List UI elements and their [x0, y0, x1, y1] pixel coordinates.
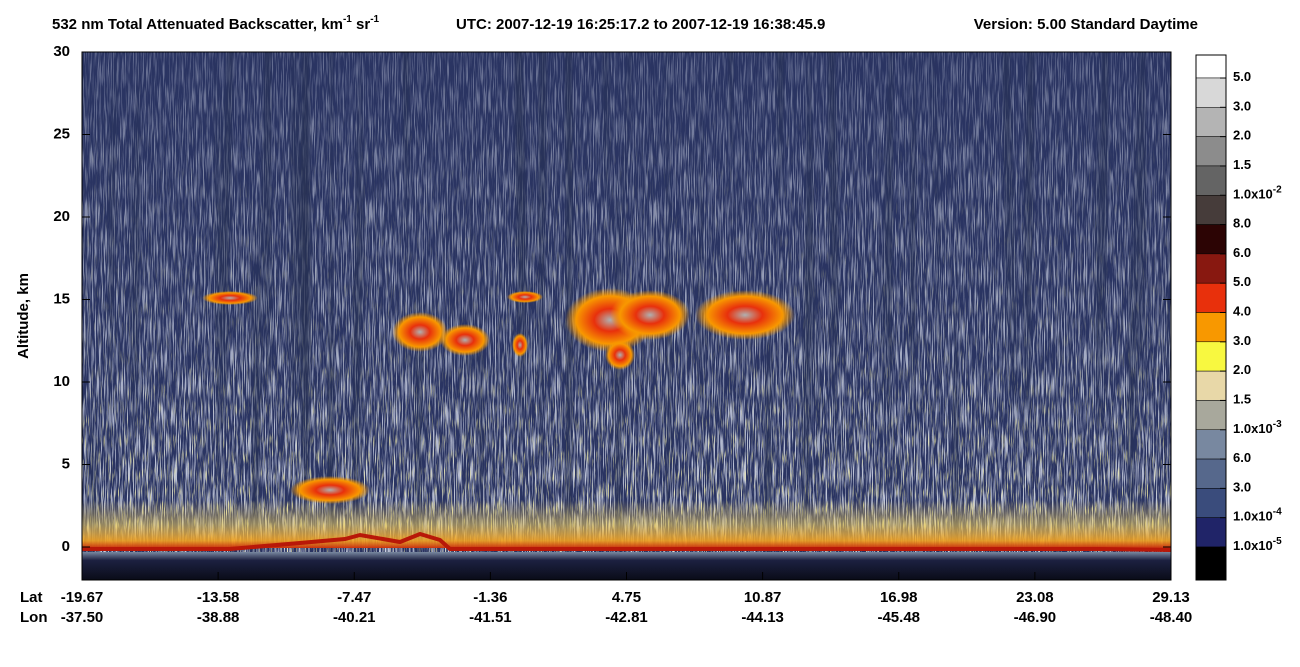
colorbar-label-base: 4.0: [1233, 304, 1251, 319]
title-superscript: -1: [370, 14, 379, 25]
colorbar-label: 1.5: [1233, 392, 1251, 407]
colorbar-box: [1195, 224, 1227, 255]
lat-tick-label: -7.47: [337, 589, 371, 606]
colorbar-label-base: 6.0: [1233, 451, 1251, 466]
colorbar-label: 4.0: [1233, 304, 1251, 319]
lat-tick-label: 10.87: [744, 589, 782, 606]
colorbar-box: [1195, 488, 1227, 518]
colorbar-box: [1195, 253, 1227, 284]
colorbar-label: 1.5: [1233, 157, 1251, 172]
lon-tick-label: -37.50: [61, 609, 104, 626]
y-tick-label: 30: [53, 43, 70, 60]
colorbar-label: 3.0: [1233, 480, 1251, 495]
y-tick-label: 0: [62, 538, 70, 555]
colorbar-label-base: 6.0: [1233, 245, 1251, 260]
surface-return: [82, 531, 1171, 552]
colorbar-label-base: 1.0x10: [1233, 187, 1273, 202]
colorbar-label-base: 2.0: [1233, 128, 1251, 143]
colorbar-box: [1195, 165, 1227, 196]
colorbar-box: [1195, 546, 1227, 581]
colorbar-box: [1195, 136, 1227, 167]
colorbar-box: [1195, 517, 1227, 548]
colorbar-box: [1195, 312, 1227, 343]
y-tick-label: 15: [53, 290, 70, 307]
colorbar-label-base: 1.0x10: [1233, 509, 1273, 524]
colorbar-label-base: 2.0: [1233, 363, 1251, 378]
lat-tick-label: 23.08: [1016, 589, 1054, 606]
lat-tick-label: -1.36: [473, 589, 507, 606]
colorbar-label: 1.0x10-5: [1233, 536, 1282, 553]
lon-tick-label: -48.40: [1150, 609, 1193, 626]
colorbar-label-base: 1.5: [1233, 157, 1251, 172]
colorbar-label-exponent: -3: [1273, 419, 1282, 430]
colorbar-label-base: 3.0: [1233, 99, 1251, 114]
colorbar-label-base: 5.0: [1233, 275, 1251, 290]
curtain-image: [82, 52, 1171, 580]
colorbar-label-base: 1.0x10: [1233, 538, 1273, 553]
lat-tick-label: -19.67: [61, 589, 104, 606]
chart-title: 532 nm Total Attenuated Backscatter, km-…: [52, 14, 380, 33]
colorbar-box: [1195, 341, 1227, 372]
title-text: sr: [352, 16, 371, 33]
boundary-layer: [82, 500, 1171, 548]
colorbar-box: [1195, 458, 1227, 489]
colorbar-label-exponent: -5: [1273, 536, 1282, 547]
colorbar-box: [1195, 282, 1227, 313]
colorbar-label-base: 3.0: [1233, 333, 1251, 348]
utc: UTC: 2007-12-19 16:25:17.2 to 2007-12-19…: [456, 16, 825, 33]
lon-tick-label: -40.21: [333, 609, 376, 626]
colorbar-box: [1195, 54, 1227, 79]
lon-tick-label: -41.51: [469, 609, 512, 626]
title-text: 532 nm Total Attenuated Backscatter, km: [52, 16, 343, 33]
colorbar-label-exponent: -4: [1273, 507, 1282, 518]
colorbar-box: [1195, 107, 1227, 137]
colorbar-label-base: 8.0: [1233, 216, 1251, 231]
clouds: [202, 288, 795, 504]
colorbar-label-base: 5.0: [1233, 69, 1251, 84]
colorbar-label: 5.0: [1233, 275, 1251, 290]
colorbar-label: 6.0: [1233, 451, 1251, 466]
y-tick-label: 20: [53, 208, 70, 225]
lon-label: Lon: [20, 609, 48, 626]
colorbar: 5.03.02.01.51.0x10-28.06.05.04.03.02.01.…: [1195, 54, 1282, 581]
colorbar-frame: [1195, 54, 1227, 581]
colorbar-label: 1.0x10-3: [1233, 419, 1282, 436]
colorbar-box: [1195, 370, 1227, 401]
colorbar-box: [1195, 400, 1227, 430]
lon-tick-label: -42.81: [605, 609, 648, 626]
lon-tick-label: -38.88: [197, 609, 240, 626]
lat-label: Lat: [20, 589, 43, 606]
lat-tick-label: 4.75: [612, 589, 641, 606]
colorbar-label-base: 1.0x10: [1233, 421, 1273, 436]
colorbar-label: 1.0x10-2: [1233, 184, 1282, 201]
colorbar-label-exponent: -2: [1273, 184, 1282, 195]
lon-tick-label: -44.13: [741, 609, 784, 626]
colorbar-box: [1195, 195, 1227, 225]
y-tick-label: 10: [53, 373, 70, 390]
version: Version: 5.00 Standard Daytime: [974, 16, 1198, 33]
title-superscript: -1: [343, 14, 352, 25]
colorbar-label: 5.0: [1233, 69, 1251, 84]
colorbar-label: 3.0: [1233, 99, 1251, 114]
colorbar-label: 1.0x10-4: [1233, 507, 1282, 524]
lat-tick-label: 29.13: [1152, 589, 1190, 606]
y-tick-label: 5: [62, 455, 70, 472]
colorbar-label: 3.0: [1233, 333, 1251, 348]
colorbar-label: 2.0: [1233, 128, 1251, 143]
colorbar-label-base: 1.5: [1233, 392, 1251, 407]
lat-tick-label: 16.98: [880, 589, 918, 606]
colorbar-label: 2.0: [1233, 363, 1251, 378]
colorbar-label: 8.0: [1233, 216, 1251, 231]
colorbar-label: 6.0: [1233, 245, 1251, 260]
colorbar-box: [1195, 77, 1227, 108]
lat-tick-label: -13.58: [197, 589, 240, 606]
y-axis-label: Altitude, km: [15, 273, 32, 359]
colorbar-label-base: 3.0: [1233, 480, 1251, 495]
lon-tick-label: -45.48: [877, 609, 920, 626]
colorbar-box: [1195, 429, 1227, 460]
lon-tick-label: -46.90: [1014, 609, 1057, 626]
y-tick-label: 25: [53, 125, 70, 142]
